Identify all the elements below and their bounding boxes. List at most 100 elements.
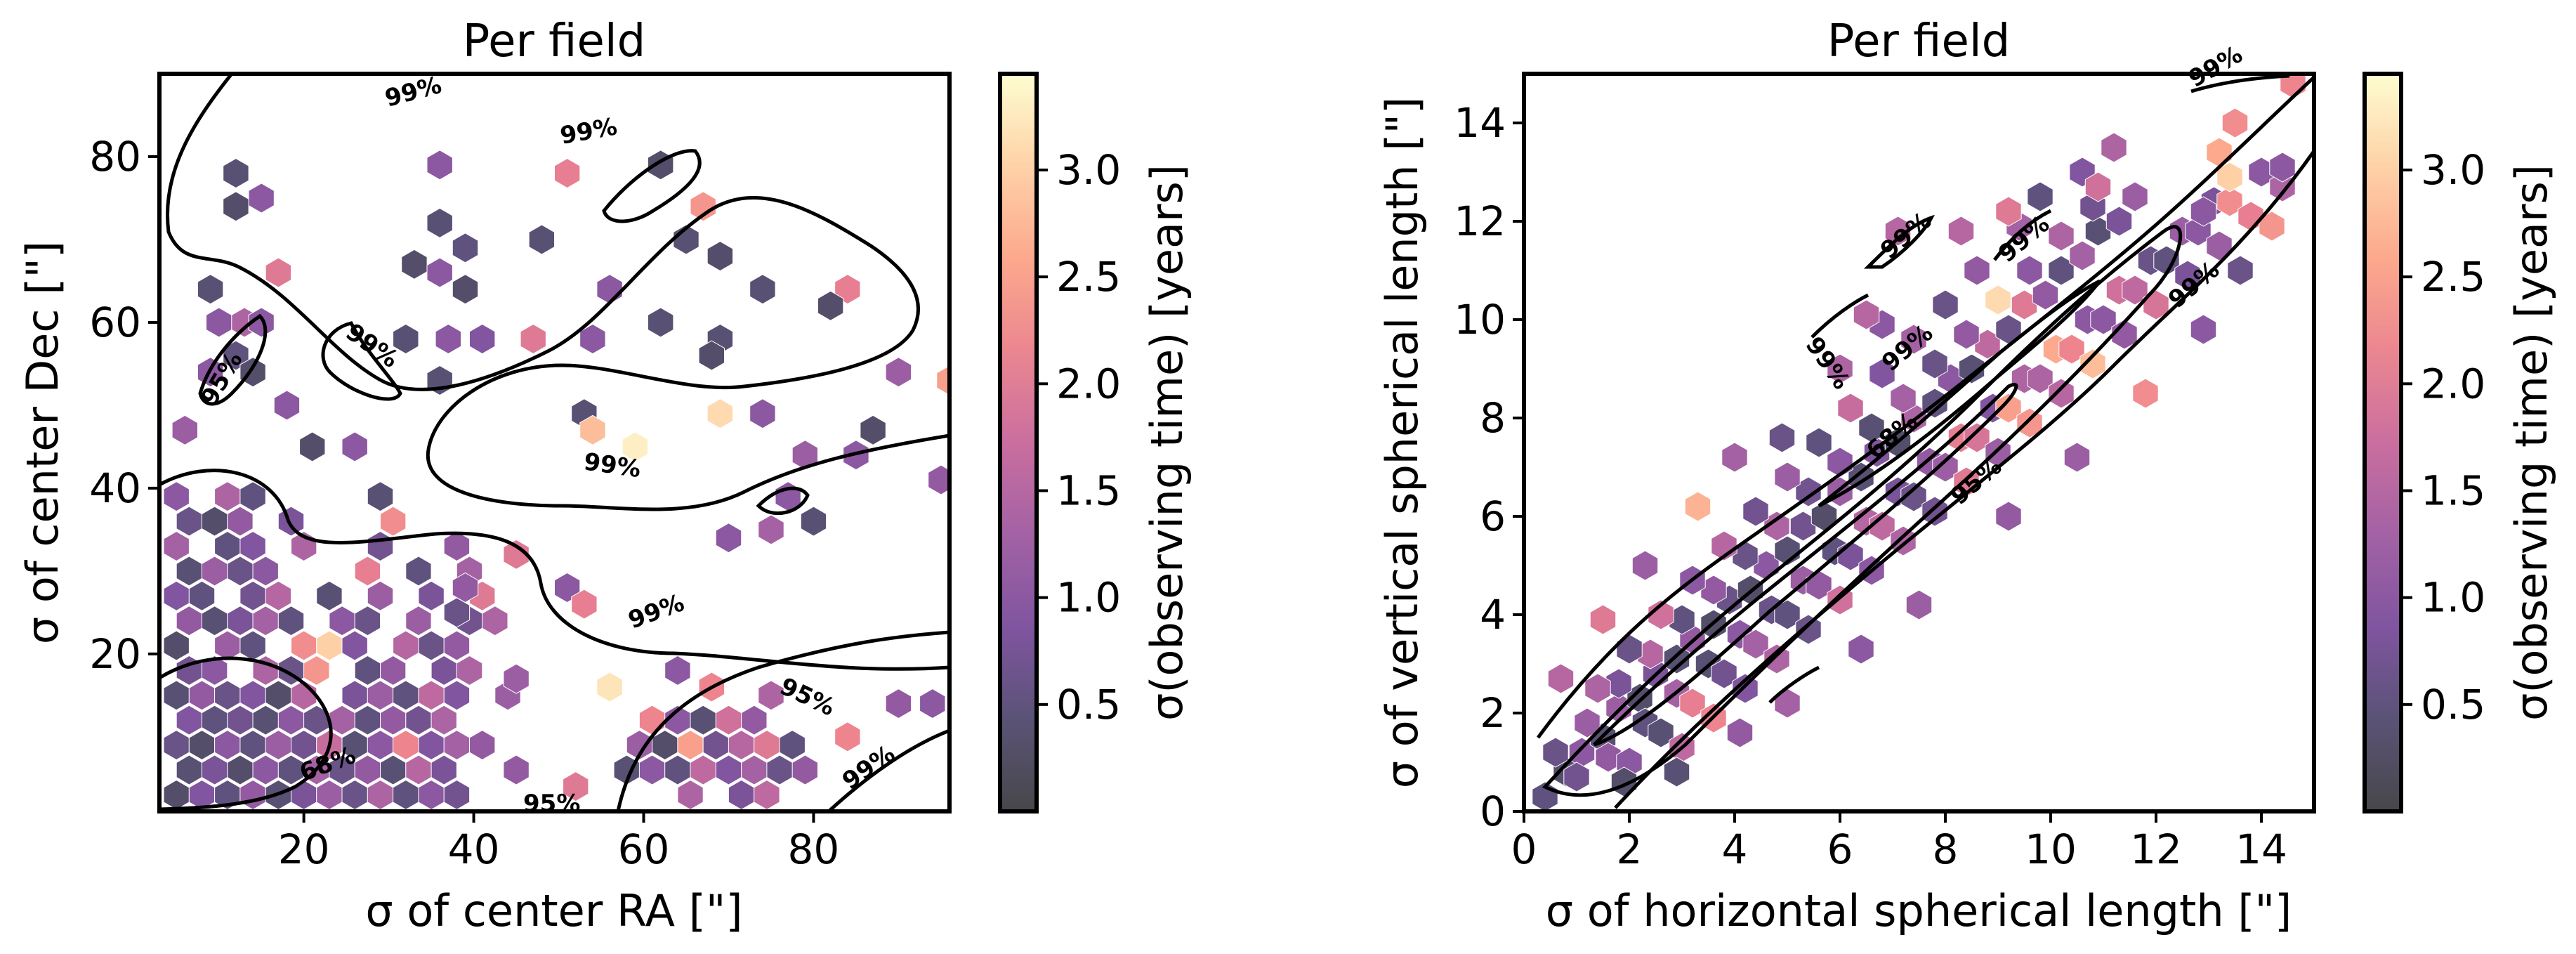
hex-bin: [354, 705, 381, 736]
hex-bin: [341, 779, 368, 810]
hex-bin: [163, 680, 190, 711]
hex-bin: [188, 680, 216, 711]
hex-bin: [239, 730, 266, 761]
hex-bin: [2122, 275, 2148, 306]
hex-bin: [1869, 358, 1895, 389]
hex-bin: [1711, 658, 1737, 689]
hex-bin: [1742, 496, 1769, 527]
right-colorbar-label: σ(observing time) [years]: [2506, 164, 2557, 721]
colorbar-tick-label: 0.5: [1056, 681, 1121, 728]
hex-bin: [316, 580, 343, 611]
y-tick-label: 40: [89, 464, 141, 512]
hex-bin: [354, 606, 381, 636]
hex-bin: [1953, 319, 1980, 350]
hex-bin: [201, 556, 228, 587]
hex-bin: [1995, 501, 2022, 532]
hex-bin: [227, 754, 254, 785]
hex-bin: [596, 672, 623, 703]
hex-bin: [2048, 221, 2075, 251]
hex-bin: [214, 481, 241, 512]
left-contour-95-line: [159, 469, 949, 671]
left-contour-label-99: 99%: [558, 112, 619, 150]
right-plot-frame: [1522, 72, 2316, 813]
hex-bin: [936, 365, 949, 396]
colorbar-tick-label: 0.5: [2421, 681, 2485, 728]
colorbar-tick-label: 3.0: [1056, 146, 1121, 194]
hex-bin: [503, 754, 530, 785]
left-contour-island-small: [756, 486, 810, 516]
hex-bin: [277, 506, 305, 537]
hex-bin: [2090, 304, 2117, 335]
left-contour-68-line: [159, 656, 333, 811]
hex-bin: [252, 556, 279, 587]
hex-bin: [1848, 634, 1874, 665]
hex-bin: [223, 158, 249, 189]
hex-bin: [380, 705, 407, 736]
hex-bin: [443, 779, 471, 810]
hex-bin: [443, 530, 471, 562]
hex-bin: [664, 754, 691, 785]
x-tick-label: 60: [618, 825, 670, 873]
hex-bin: [1563, 762, 1590, 792]
hex-bin: [426, 207, 453, 238]
hex-bin: [201, 655, 228, 686]
hex-bin: [1905, 589, 1933, 620]
y-tick-label: 20: [89, 630, 141, 678]
hex-bin: [176, 506, 202, 537]
hex-bin: [766, 754, 793, 785]
hex-bin: [393, 630, 419, 661]
right-contour-68-a: [1593, 382, 2018, 747]
hex-bin: [1947, 216, 1975, 247]
hex-bin: [227, 606, 254, 636]
hex-bin: [2048, 378, 2075, 409]
right-contour-95: [1542, 225, 2183, 797]
hex-bin: [163, 630, 190, 661]
hex-bin: [1648, 599, 1674, 630]
hex-bin: [741, 754, 768, 785]
hex-bin: [652, 730, 678, 761]
x-tick-label: 10: [2025, 825, 2077, 873]
hex-bin: [188, 580, 216, 611]
hex-bin: [2221, 107, 2249, 138]
hex-bin: [2132, 378, 2159, 409]
hex-bin: [1574, 707, 1601, 738]
right-colorbar: [2365, 74, 2401, 811]
hex-bin: [316, 630, 343, 661]
colorbar-tick-label: 3.0: [2421, 146, 2485, 194]
hex-bin: [405, 705, 432, 736]
y-tick-label: 14: [1454, 99, 1506, 147]
hex-bin: [715, 705, 742, 736]
hex-bin: [791, 440, 818, 471]
hex-bin: [214, 630, 241, 661]
hex-bin: [800, 506, 827, 537]
hex-bin: [1869, 511, 1895, 542]
hex-bin: [367, 481, 394, 512]
hex-bin: [469, 323, 496, 355]
hex-bin: [503, 539, 530, 570]
hex-bin: [728, 730, 755, 761]
hex-bin: [265, 730, 291, 761]
hex-bin: [2079, 348, 2106, 379]
colorbar-tick-label: 1.5: [1056, 466, 1121, 514]
hex-bin: [2216, 186, 2243, 217]
hex-bin: [380, 506, 407, 537]
left-colorbar-frame: [998, 72, 1039, 813]
right-contour-99-island-d: [1768, 665, 1820, 704]
hex-bin: [405, 606, 432, 636]
hex-bin: [426, 257, 453, 288]
hex-bin: [201, 754, 228, 785]
hex-bin: [2027, 363, 2053, 394]
hex-bin: [664, 655, 691, 686]
hex-bin: [638, 754, 666, 785]
hex-bin: [227, 556, 254, 587]
hex-bin: [239, 357, 266, 388]
hex-bin: [265, 257, 291, 288]
hex-bin: [214, 530, 241, 562]
hex-bin: [176, 655, 202, 686]
hex-bin: [2269, 152, 2296, 183]
hex-bin: [1806, 427, 1832, 458]
right-contour-99-island-b: [1993, 209, 2052, 261]
hex-bin: [520, 323, 546, 355]
y-tick-label: 12: [1454, 197, 1506, 245]
hex-bin: [885, 357, 912, 388]
